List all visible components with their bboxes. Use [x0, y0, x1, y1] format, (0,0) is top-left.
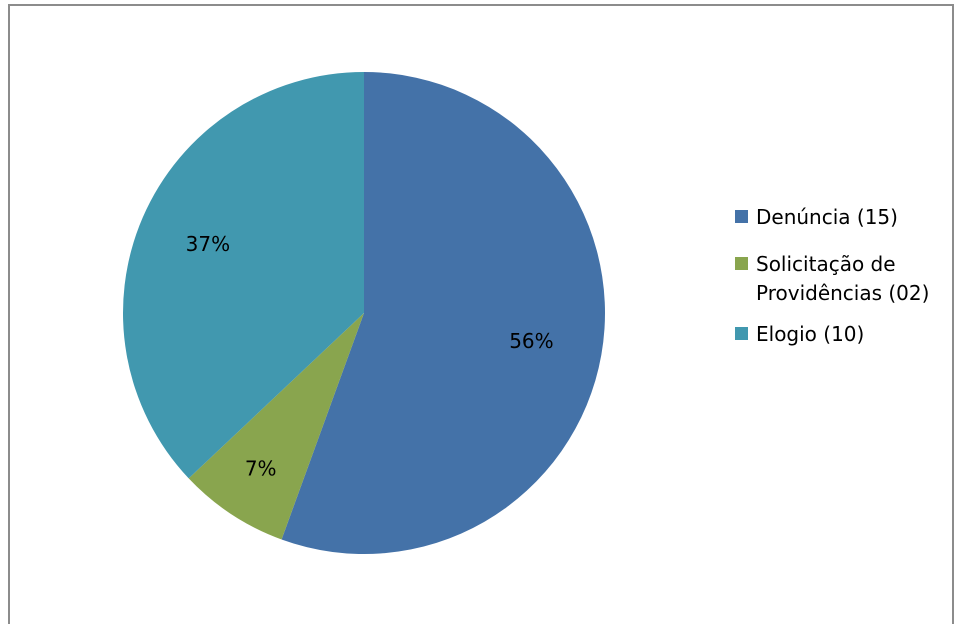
legend-swatch-denuncia: [735, 210, 748, 223]
legend-item-denuncia: Denúncia (15): [735, 203, 950, 232]
legend-item-elogio: Elogio (10): [735, 320, 950, 349]
pie-slice-solicitacao: [188, 313, 364, 540]
data-label-elogio: 37%: [186, 232, 230, 256]
legend-label-denuncia: Denúncia (15): [756, 205, 898, 229]
pie-slice-elogio: [122, 71, 364, 479]
pie-slice-denuncia: [281, 72, 605, 554]
legend-swatch-solicitacao: [735, 257, 748, 270]
legend-swatch-elogio: [735, 327, 748, 340]
legend-label-solicitacao: Solicitação de Providências (02): [756, 252, 930, 305]
legend: Denúncia (15) Solicitação de Providência…: [735, 203, 950, 367]
legend-item-solicitacao: Solicitação de Providências (02): [735, 250, 950, 308]
legend-label-elogio: Elogio (10): [756, 322, 865, 346]
data-label-denuncia: 56%: [509, 329, 553, 353]
data-label-solicitacao: 7%: [245, 457, 277, 481]
